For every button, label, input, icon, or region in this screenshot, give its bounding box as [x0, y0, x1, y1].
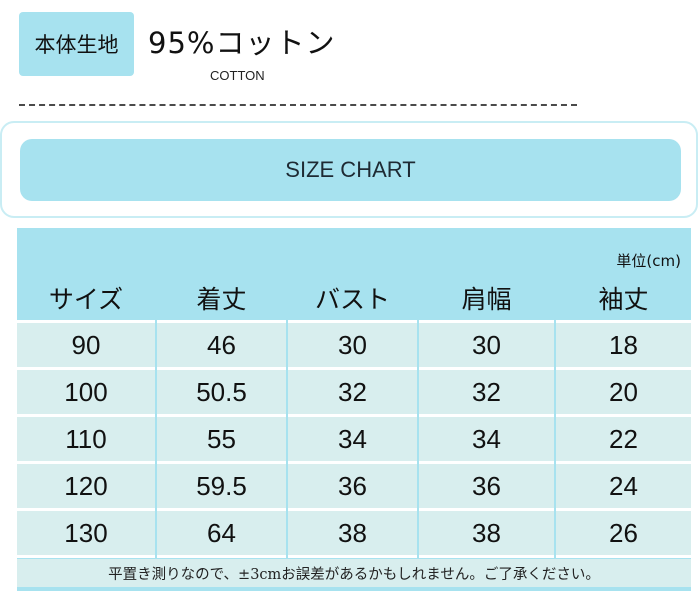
table-cell: 120 — [17, 464, 155, 511]
table-cell: 20 — [556, 370, 691, 417]
header-cell-shoulder: 肩幅 — [419, 276, 554, 323]
table-cell: 64 — [157, 511, 286, 558]
header-cell-size: サイズ — [17, 276, 155, 323]
table-cell: 26 — [556, 511, 691, 558]
material-value: 95%コットン — [148, 26, 336, 60]
table-cell: 46 — [157, 323, 286, 370]
table-cell: 100 — [17, 370, 155, 417]
table-cell: 34 — [288, 417, 417, 464]
table-cell: 38 — [288, 511, 417, 558]
table-cell: 18 — [556, 323, 691, 370]
table-cell: 110 — [17, 417, 155, 464]
table-cell: 55 — [157, 417, 286, 464]
header-cell-sleeve: 袖丈 — [556, 276, 691, 323]
header-cell-length: 着丈 — [157, 276, 286, 323]
table-cell: 32 — [288, 370, 417, 417]
table-cell: 30 — [419, 323, 554, 370]
table-cell: 30 — [288, 323, 417, 370]
size-table-grid: サイズ 着丈 バスト 肩幅 袖丈 90 46 30 30 18 100 50.5… — [17, 276, 691, 558]
table-cell: 22 — [556, 417, 691, 464]
dashed-divider — [19, 104, 577, 106]
material-label: 本体生地 — [19, 12, 134, 76]
header-cell-bust: バスト — [288, 276, 417, 323]
table-cell: 90 — [17, 323, 155, 370]
size-chart-title-frame: SIZE CHART — [0, 121, 698, 218]
table-cell: 32 — [419, 370, 554, 417]
table-cell: 130 — [17, 511, 155, 558]
table-cell: 38 — [419, 511, 554, 558]
table-cell: 50.5 — [157, 370, 286, 417]
table-cell: 34 — [419, 417, 554, 464]
table-cell: 24 — [556, 464, 691, 511]
measurement-note: 平置き測りなので、±3cmお誤差があるかもしれません。ご了承ください。 — [17, 559, 691, 587]
size-chart-title: SIZE CHART — [20, 139, 681, 201]
material-subtitle: COTTON — [210, 68, 265, 83]
table-cell: 59.5 — [157, 464, 286, 511]
table-cell: 36 — [419, 464, 554, 511]
unit-label: 単位(cm) — [616, 252, 681, 270]
table-cell: 36 — [288, 464, 417, 511]
size-table: 単位(cm) サイズ 着丈 バスト 肩幅 袖丈 90 46 30 30 18 1… — [17, 228, 691, 591]
